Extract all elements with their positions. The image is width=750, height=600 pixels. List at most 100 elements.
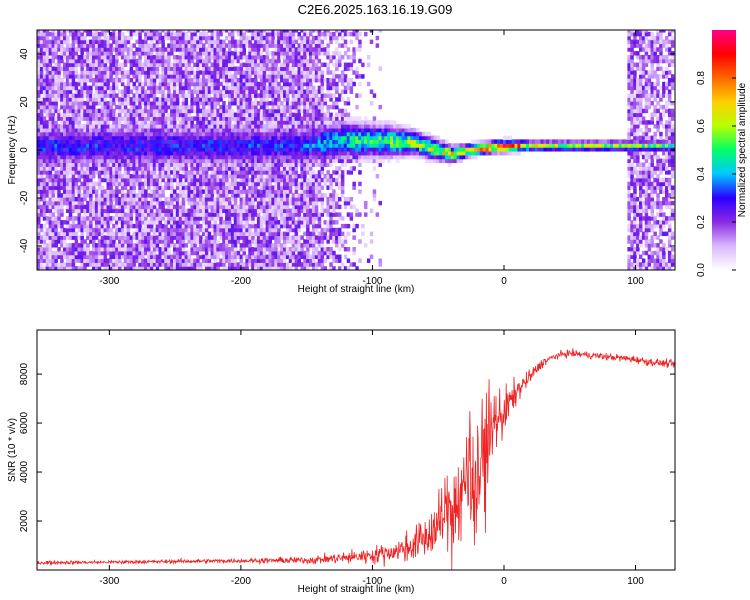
spectrogram-cell (45, 235, 50, 240)
spectrogram-cell (83, 104, 87, 110)
spectrogram-cell (265, 254, 270, 260)
spectrogram-cell (280, 39, 284, 45)
spectrogram-cell (158, 74, 162, 79)
spectrogram-cell (193, 235, 197, 240)
spectrogram-cell (71, 101, 76, 106)
spectrogram-cell (239, 143, 244, 148)
spectrogram-cell (138, 258, 142, 263)
spectrogram-cell (152, 89, 157, 94)
spectrogram-cell (141, 262, 145, 267)
spectrogram-cell (39, 162, 44, 167)
spectrogram-cell (48, 131, 53, 137)
spectrogram-cell (213, 108, 217, 114)
spectrogram-cell (100, 55, 105, 60)
spectrogram-cell (265, 35, 270, 41)
spectrogram-cell (94, 254, 99, 260)
spectrogram-cell (187, 143, 191, 148)
spectrogram-cell (193, 43, 197, 48)
spectrogram-cell (141, 250, 145, 256)
spectrogram-cell (149, 239, 154, 244)
spectrogram-cell (251, 47, 255, 52)
spectrogram-cell (57, 151, 61, 156)
spectrogram-cell (285, 143, 290, 148)
spectrogram-cell (178, 243, 183, 248)
spectrogram-cell (236, 170, 241, 175)
spectrogram-cell (103, 93, 108, 98)
spectrogram-cell (51, 43, 55, 48)
spectrogram-cell (51, 220, 55, 225)
spectrogram-cell (184, 227, 189, 233)
spectrogram-cell (178, 247, 183, 252)
spectrogram-cell (155, 120, 160, 125)
spectrogram-cell (167, 243, 171, 248)
spectrogram-cell (196, 62, 200, 68)
spectrogram-cell (147, 185, 151, 190)
spectrogram-cell (193, 135, 197, 141)
spectrogram-cell (187, 66, 191, 71)
spectrogram-cell (239, 101, 244, 106)
spectrogram-cell (175, 127, 180, 133)
spectrogram-cell (181, 227, 186, 233)
spectrogram-cell (86, 193, 90, 198)
spectrogram-cell (103, 30, 108, 33)
spectrogram-cell (193, 220, 197, 225)
spectrogram-cell (42, 151, 47, 156)
spectrogram-cell (74, 147, 79, 152)
spectrogram-cell (239, 78, 244, 83)
spectrogram-cell (77, 204, 81, 210)
spectrogram-cell (178, 120, 183, 125)
spectrogram-cell (109, 231, 113, 237)
spectrogram-cell (126, 51, 131, 56)
spectrogram-cell (280, 177, 284, 183)
spectrogram-cell (274, 154, 278, 160)
spectrogram-cell (161, 216, 165, 221)
spectrogram-cell (254, 135, 258, 141)
spectrogram-cell (63, 31, 67, 37)
spectrogram-cell (242, 158, 246, 164)
spectrogram-cell (280, 223, 284, 229)
spectrogram-cell (147, 78, 151, 83)
spectrogram-cell (83, 227, 87, 233)
spectrogram-cell (164, 85, 168, 91)
spectrogram-cell (207, 262, 212, 267)
spectrogram-cell (239, 197, 244, 202)
spectrogram-cell (245, 166, 249, 171)
spectrogram-cell (158, 170, 162, 175)
spectrogram-cell (277, 93, 281, 98)
spectrogram-cell (248, 243, 252, 248)
spectrogram-cell (193, 143, 197, 148)
spectrogram-cell (89, 70, 93, 75)
spectrogram-cell (196, 254, 200, 260)
spectrogram-cell (271, 174, 275, 179)
spectrogram-cell (155, 185, 160, 190)
spectrogram-cell (285, 220, 290, 225)
spectrogram-cell (239, 116, 244, 121)
spectrogram-cell (147, 177, 151, 183)
spectrogram-cell (92, 58, 96, 64)
spectrogram-cell (138, 85, 142, 91)
spectrogram-cell (236, 81, 241, 87)
spectrogram-cell (256, 258, 261, 263)
spectrogram-cell (147, 266, 151, 270)
spectrogram-cell (57, 170, 61, 175)
spectrogram-cell (77, 78, 81, 83)
spectrogram-cell (187, 250, 191, 256)
spectrogram-cell (199, 250, 203, 256)
spectrogram-cell (89, 189, 93, 194)
spectrogram-cell (141, 208, 145, 214)
spectrogram-cell (109, 124, 113, 129)
spectrogram-cell (245, 174, 249, 179)
spectrogram-cell (123, 70, 128, 75)
spectrogram-cell (277, 170, 281, 175)
spectrogram-cell (42, 127, 47, 133)
spectrogram-cell (51, 55, 55, 60)
spectrogram-cell (112, 58, 116, 64)
spectrogram-cell (115, 254, 119, 260)
spectrogram-cell (196, 55, 200, 60)
spectrogram-cell (45, 262, 50, 267)
spectrogram-cell (187, 104, 191, 110)
spectrogram-cell (274, 166, 278, 171)
spectrogram-cell (106, 223, 110, 229)
spectrogram-cell (164, 30, 168, 33)
spectrogram-cell (268, 116, 272, 121)
